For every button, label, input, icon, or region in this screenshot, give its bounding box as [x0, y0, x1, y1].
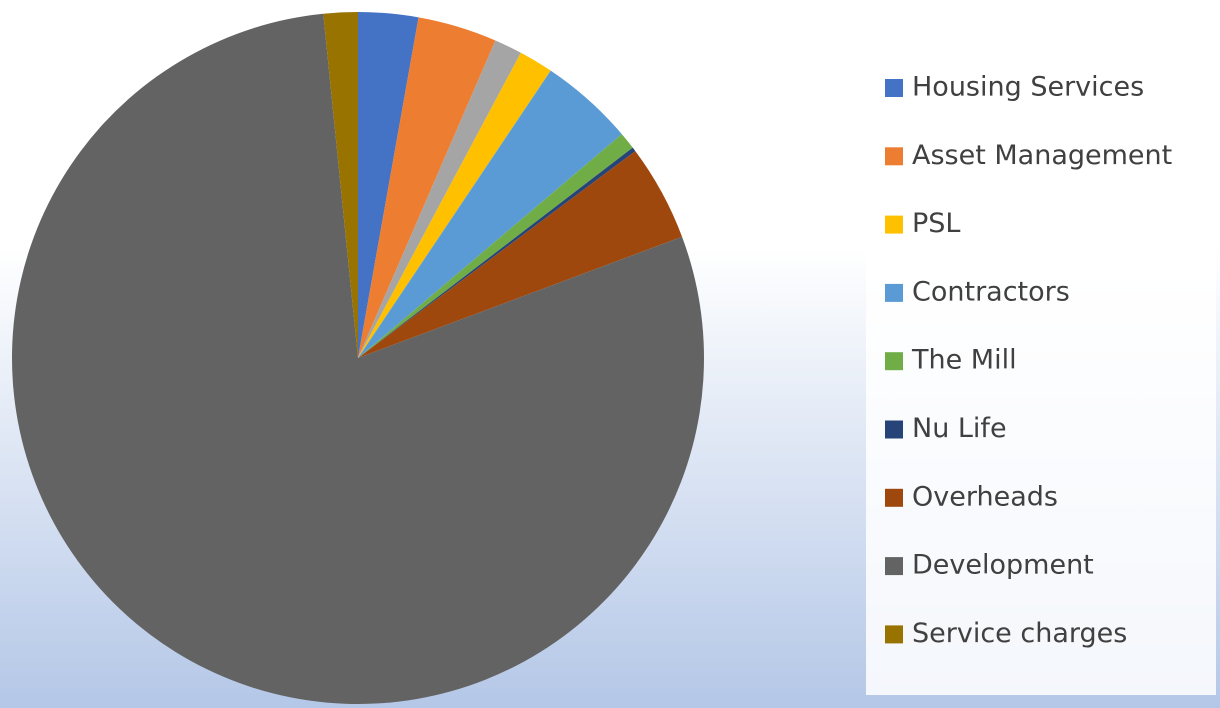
legend: Housing Services Asset Management PSL Contr… — [885, 72, 1172, 649]
legend-label: Overheads — [912, 481, 1058, 512]
pie-slice — [358, 70, 622, 358]
legend-swatch — [885, 283, 903, 302]
legend-label: Service charges — [912, 618, 1127, 649]
legend-label: Housing Services — [912, 72, 1144, 103]
legend-swatch — [885, 488, 903, 507]
legend-box — [866, 50, 1216, 695]
pie-slice — [358, 12, 419, 358]
legend-swatch — [885, 625, 903, 644]
legend-label: Nu Life — [912, 413, 1007, 444]
legend-swatch — [885, 79, 903, 97]
pie-slice — [358, 134, 633, 358]
legend-swatch — [885, 215, 903, 234]
legend-label: Development — [912, 550, 1094, 581]
legend-label: Asset Management — [912, 140, 1172, 171]
pie-slice — [358, 147, 636, 358]
legend-swatch — [885, 147, 903, 166]
pie-slice — [12, 13, 705, 704]
legend-swatch — [885, 352, 903, 371]
pie-slice — [358, 40, 521, 358]
legend-label: The Mill — [911, 345, 1017, 376]
pie-slice — [358, 151, 683, 358]
legend-label: Contractors — [912, 276, 1070, 307]
legend-label: PSL — [912, 208, 960, 239]
pie-slice — [358, 17, 496, 359]
legend-swatch — [885, 557, 903, 576]
pie-slice — [323, 12, 358, 358]
legend-swatch — [885, 420, 903, 439]
pie — [12, 12, 705, 704]
pie-slice — [358, 52, 551, 358]
